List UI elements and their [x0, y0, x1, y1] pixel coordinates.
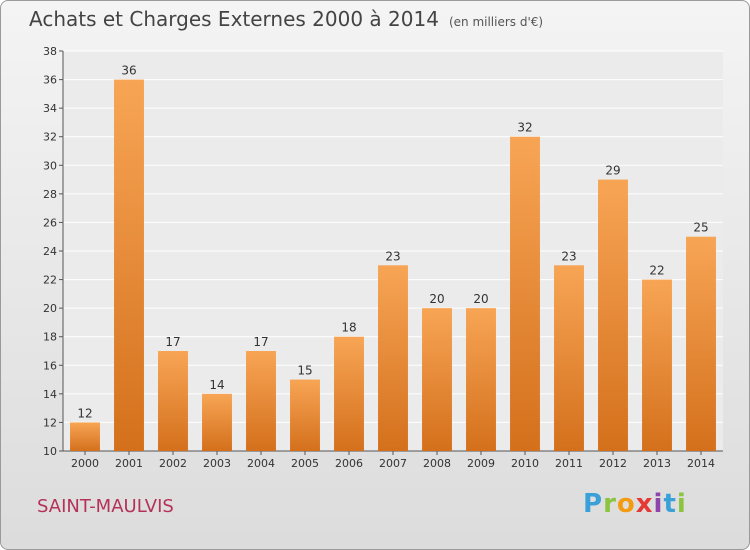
x-tick-label-2010: 2010: [511, 457, 539, 470]
data-label-2000: 12: [77, 406, 92, 420]
data-label-2012: 29: [605, 164, 620, 178]
y-tick-label: 36: [43, 74, 57, 87]
logo-letter: i: [653, 489, 664, 519]
bar-2013: [642, 279, 672, 451]
x-tick-label-2003: 2003: [203, 457, 231, 470]
logo-letter: x: [635, 489, 654, 519]
x-tick-label-2001: 2001: [115, 457, 143, 470]
data-label-2006: 18: [341, 321, 356, 335]
data-label-2011: 23: [561, 249, 576, 263]
bar-2006: [334, 336, 364, 451]
x-tick-label-2006: 2006: [335, 457, 363, 470]
bar-2010: [510, 136, 540, 451]
y-tick-label: 16: [43, 359, 57, 372]
logo-letter: i: [676, 489, 687, 519]
logo-letter: o: [616, 489, 636, 519]
data-label-2005: 15: [297, 364, 312, 378]
y-tick-label: 14: [43, 388, 57, 401]
logo-letter: r: [603, 489, 617, 519]
data-label-2008: 20: [429, 292, 444, 306]
y-tick-label: 34: [43, 102, 57, 115]
location-name: SAINT-MAULVIS: [37, 496, 174, 517]
y-tick-label: 20: [43, 302, 57, 315]
x-tick-label-2008: 2008: [423, 457, 451, 470]
data-label-2007: 23: [385, 249, 400, 263]
bar-2004: [246, 351, 276, 451]
data-label-2004: 17: [253, 335, 268, 349]
y-tick-label: 18: [43, 331, 57, 344]
x-tick-label-2014: 2014: [687, 457, 715, 470]
bar-2008: [422, 308, 452, 451]
bar-2002: [158, 351, 188, 451]
y-tick-label: 26: [43, 216, 57, 229]
chart-subtitle: (en milliers d'€): [448, 15, 544, 29]
x-tick-label-2011: 2011: [555, 457, 583, 470]
x-tick-label-2012: 2012: [599, 457, 627, 470]
y-tick-label: 38: [43, 45, 57, 58]
x-tick-label-2005: 2005: [291, 457, 319, 470]
data-label-2010: 32: [517, 121, 532, 135]
x-tick-label-2000: 2000: [71, 457, 99, 470]
y-tick-label: 12: [43, 416, 57, 429]
bar-layer: 12 36 17 14 17 15 18 23 20 20 32 23 29 22 25: [70, 64, 716, 452]
bar-2014: [686, 236, 716, 451]
logo-letter: t: [663, 489, 677, 519]
y-tick-label: 32: [43, 131, 57, 144]
x-tick-label-2013: 2013: [643, 457, 671, 470]
bar-2001: [114, 79, 144, 452]
data-label-2009: 20: [473, 292, 488, 306]
data-label-2002: 17: [165, 335, 180, 349]
chart-title: Achats et Charges Externes 2000 à 2014 (e…: [29, 7, 543, 31]
bar-2009: [466, 308, 496, 451]
y-tick-label: 22: [43, 274, 57, 287]
x-tick-label-2002: 2002: [159, 457, 187, 470]
data-label-2003: 14: [209, 378, 224, 392]
chart-title-text: Achats et Charges Externes 2000 à 2014: [29, 7, 439, 31]
bar-2012: [598, 179, 628, 452]
bar-2003: [202, 393, 232, 451]
proxiti-logo[interactable]: Proxiti: [583, 489, 687, 519]
y-tick-label: 28: [43, 188, 57, 201]
y-tick-label: 30: [43, 159, 57, 172]
data-label-2001: 36: [121, 64, 136, 78]
y-tick-label: 10: [43, 445, 57, 458]
data-label-2013: 22: [649, 264, 664, 278]
x-tick-label-2004: 2004: [247, 457, 275, 470]
data-label-2014: 25: [693, 221, 708, 235]
logo-letter: P: [583, 489, 604, 519]
y-tick-label: 24: [43, 245, 57, 258]
x-tick-label-2007: 2007: [379, 457, 407, 470]
bar-2011: [554, 265, 584, 451]
bar-2007: [378, 265, 408, 451]
bar-2000: [70, 422, 100, 451]
x-tick-label-2009: 2009: [467, 457, 495, 470]
bar-2005: [290, 379, 320, 451]
